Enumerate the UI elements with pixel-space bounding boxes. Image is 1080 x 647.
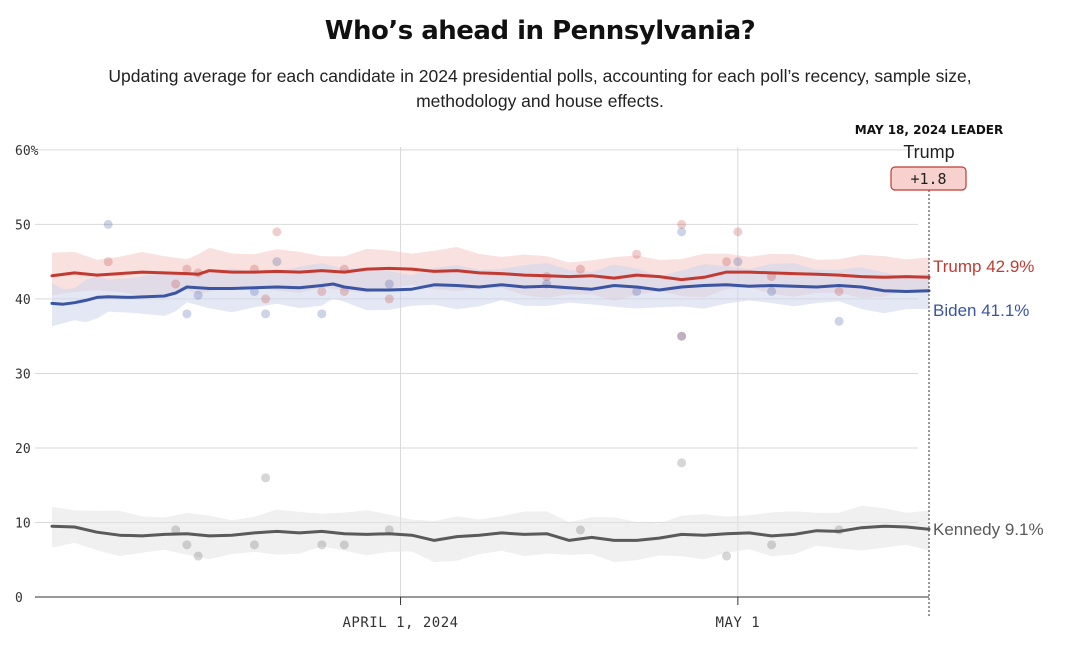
axes: 0 10 20 30 40 50 60% APRIL 1, 2024 MAY 1: [15, 144, 929, 631]
kennedy-poll-dot: [575, 525, 585, 535]
leader-date-heading: MAY 18, 2024 LEADER: [855, 123, 1004, 137]
biden-poll-dot: [384, 279, 394, 289]
trump-end-label: Trump 42.9%: [933, 257, 1034, 276]
biden-poll-dot: [182, 309, 192, 319]
trump-poll-dot: [632, 249, 642, 259]
leader-margin-badge: [890, 166, 967, 191]
y-tick-label-30: 30: [15, 367, 31, 382]
kennedy-poll-dot: [193, 551, 203, 561]
trump-average-line: [50, 266, 931, 282]
chart-subtitle: Updating average for each candidate in 2…: [108, 66, 972, 111]
trump-poll-dot: [677, 219, 687, 229]
average-lines: [50, 266, 931, 542]
biden-poll-dot: [632, 286, 642, 296]
kennedy-poll-dot: [722, 551, 732, 561]
biden-poll-dot: [272, 257, 282, 267]
biden-end-label: Biden 41.1%: [933, 301, 1029, 320]
biden-uncertainty-band: [52, 263, 929, 327]
y-tick-label-10: 10: [15, 516, 31, 531]
y-tick-label-60: 60%: [15, 144, 39, 159]
trump-poll-dot: [733, 227, 743, 237]
y-tick-label-20: 20: [15, 442, 31, 457]
trump-poll-dot: [834, 286, 844, 296]
trump-poll-dot: [261, 294, 271, 304]
kennedy-poll-dot: [677, 458, 687, 468]
biden-poll-dot: [677, 331, 687, 341]
trump-poll-dot: [339, 286, 349, 296]
kennedy-poll-dot: [171, 525, 181, 535]
trump-poll-dot: [722, 257, 732, 267]
trump-poll-dot: [182, 264, 192, 274]
biden-average-line: [50, 282, 931, 306]
uncertainty-bands: [52, 247, 929, 563]
trump-poll-dot: [317, 286, 327, 296]
y-tick-label-40: 40: [15, 293, 31, 308]
kennedy-poll-dot: [767, 540, 777, 550]
kennedy-end-label: Kennedy 9.1%: [933, 520, 1044, 539]
biden-poll-dot: [834, 316, 844, 326]
kennedy-average-line: [50, 524, 931, 542]
biden-poll-dot: [677, 227, 687, 237]
kennedy-poll-dot: [182, 540, 192, 550]
biden-poll-dot: [767, 286, 777, 296]
biden-poll-dot: [193, 290, 203, 300]
trump-poll-dot: [677, 331, 687, 341]
trump-poll-dot: [575, 264, 585, 274]
chart-title: Who’s ahead in Pennsylvania?: [324, 16, 756, 46]
trump-poll-dot: [384, 294, 394, 304]
trump-poll-dot: [103, 257, 113, 267]
trump-poll-dot: [171, 279, 181, 289]
kennedy-poll-dot: [249, 540, 259, 550]
y-tick-label-50: 50: [15, 218, 31, 233]
biden-poll-dot: [317, 309, 327, 319]
biden-poll-dot: [733, 257, 743, 267]
kennedy-poll-dot: [261, 473, 271, 483]
kennedy-poll-dot: [384, 525, 394, 535]
y-tick-label-0: 0: [15, 591, 23, 606]
biden-poll-dot: [103, 219, 113, 229]
trump-poll-dot: [272, 227, 282, 237]
biden-poll-dot: [261, 309, 271, 319]
leader-name: Trump: [903, 142, 954, 162]
x-tick-label-0: APRIL 1, 2024: [343, 615, 459, 631]
kennedy-poll-dot: [339, 540, 349, 550]
leader-margin-value: +1.8: [910, 170, 946, 188]
x-tick-label-1: MAY 1: [716, 615, 761, 631]
kennedy-poll-dot: [317, 540, 327, 550]
